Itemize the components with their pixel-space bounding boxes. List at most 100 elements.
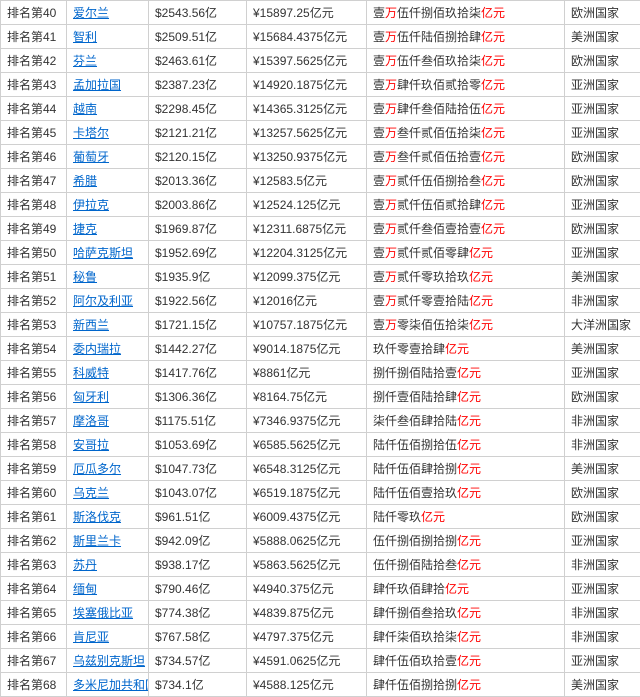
region-cell: 欧洲国家	[565, 385, 640, 409]
country-link[interactable]: 缅甸	[73, 582, 97, 596]
country-link[interactable]: 葡萄牙	[73, 150, 109, 164]
cny-cell: ¥10757.1875亿元	[247, 313, 367, 337]
country-link[interactable]: 越南	[73, 102, 97, 116]
country-link[interactable]: 肯尼亚	[73, 630, 109, 644]
country-cell: 斯里兰卡	[67, 529, 149, 553]
cny-cell: ¥14920.1875亿元	[247, 73, 367, 97]
country-link[interactable]: 哈萨克斯坦	[73, 246, 133, 260]
chinese-number-cell: 壹万零柒佰伍拾柒亿元	[367, 313, 565, 337]
region-cell: 欧洲国家	[565, 145, 640, 169]
country-cell: 摩洛哥	[67, 409, 149, 433]
cn-num-mid: 伍仟捌佰玖拾柒	[397, 6, 481, 20]
country-link[interactable]: 匈牙利	[73, 390, 109, 404]
country-cell: 苏丹	[67, 553, 149, 577]
cn-num-yi: 亿元	[481, 174, 505, 188]
rank-cell: 排名第58	[1, 433, 67, 457]
country-link[interactable]: 智利	[73, 30, 97, 44]
table-row: 排名第59厄瓜多尔$1047.73亿¥6548.3125亿元陆仟伍佰肆拾捌亿元美…	[1, 457, 640, 481]
region-cell: 亚洲国家	[565, 649, 640, 673]
usd-cell: $1306.36亿	[149, 385, 247, 409]
cn-num-mid: 玖仟零壹拾肆	[373, 342, 445, 356]
cn-num-mid: 贰仟贰佰零肆	[397, 246, 469, 260]
country-link[interactable]: 芬兰	[73, 54, 97, 68]
country-link[interactable]: 安哥拉	[73, 438, 109, 452]
table-row: 排名第44越南$2298.45亿¥14365.3125亿元壹万肆仟叁佰陆拾伍亿元…	[1, 97, 640, 121]
rank-cell: 排名第41	[1, 25, 67, 49]
cn-num-mid: 肆仟叁佰陆拾伍	[397, 102, 481, 116]
country-link[interactable]: 多米尼加共和国	[73, 678, 149, 692]
cn-num-yi: 亿元	[457, 558, 481, 572]
cny-cell: ¥4839.875亿元	[247, 601, 367, 625]
usd-cell: $2463.61亿	[149, 49, 247, 73]
region-cell: 亚洲国家	[565, 121, 640, 145]
cn-num-yi: 亿元	[481, 54, 505, 68]
country-link[interactable]: 乌克兰	[73, 486, 109, 500]
region-cell: 亚洲国家	[565, 241, 640, 265]
rank-cell: 排名第64	[1, 577, 67, 601]
country-link[interactable]: 孟加拉国	[73, 78, 121, 92]
region-cell: 亚洲国家	[565, 193, 640, 217]
table-row: 排名第47希腊$2013.36亿¥12583.5亿元壹万贰仟伍佰捌拾叁亿元欧洲国…	[1, 169, 640, 193]
rank-cell: 排名第53	[1, 313, 67, 337]
rank-cell: 排名第50	[1, 241, 67, 265]
country-link[interactable]: 爱尔兰	[73, 6, 109, 20]
cn-num-wan: 万	[385, 54, 397, 68]
country-link[interactable]: 斯洛伐克	[73, 510, 121, 524]
country-link[interactable]: 新西兰	[73, 318, 109, 332]
cny-cell: ¥5863.5625亿元	[247, 553, 367, 577]
table-row: 排名第42芬兰$2463.61亿¥15397.5625亿元壹万伍仟叁佰玖拾柒亿元…	[1, 49, 640, 73]
rank-cell: 排名第56	[1, 385, 67, 409]
usd-cell: $734.1亿	[149, 673, 247, 697]
country-link[interactable]: 卡塔尔	[73, 126, 109, 140]
cn-num-prefix: 壹	[373, 78, 385, 92]
country-cell: 安哥拉	[67, 433, 149, 457]
cn-num-prefix: 壹	[373, 198, 385, 212]
country-link[interactable]: 捷克	[73, 222, 97, 236]
cn-num-mid: 肆仟伍佰玖拾壹	[373, 654, 457, 668]
table-row: 排名第63苏丹$938.17亿¥5863.5625亿元伍仟捌佰陆拾叁亿元非洲国家	[1, 553, 640, 577]
country-link[interactable]: 斯里兰卡	[73, 534, 121, 548]
chinese-number-cell: 壹万贰仟零壹拾陆亿元	[367, 289, 565, 313]
chinese-number-cell: 壹万伍仟叁佰玖拾柒亿元	[367, 49, 565, 73]
chinese-number-cell: 壹万贰仟伍佰捌拾叁亿元	[367, 169, 565, 193]
cn-num-prefix: 壹	[373, 102, 385, 116]
table-row: 排名第67乌兹别克斯坦$734.57亿¥4591.0625亿元肆仟伍佰玖拾壹亿元…	[1, 649, 640, 673]
table-row: 排名第41智利$2509.51亿¥15684.4375亿元壹万伍仟陆佰捌拾肆亿元…	[1, 25, 640, 49]
table-row: 排名第51秘鲁$1935.9亿¥12099.375亿元壹万贰仟零玖拾玖亿元美洲国…	[1, 265, 640, 289]
country-cell: 埃塞俄比亚	[67, 601, 149, 625]
country-link[interactable]: 委内瑞拉	[73, 342, 121, 356]
cny-cell: ¥12099.375亿元	[247, 265, 367, 289]
country-link[interactable]: 伊拉克	[73, 198, 109, 212]
cny-cell: ¥4797.375亿元	[247, 625, 367, 649]
country-link[interactable]: 摩洛哥	[73, 414, 109, 428]
country-link[interactable]: 科威特	[73, 366, 109, 380]
cn-num-wan: 万	[385, 270, 397, 284]
country-cell: 越南	[67, 97, 149, 121]
country-link[interactable]: 厄瓜多尔	[73, 462, 121, 476]
cn-num-mid: 肆仟捌佰叁拾玖	[373, 606, 457, 620]
cn-num-yi: 亿元	[469, 246, 493, 260]
country-link[interactable]: 秘鲁	[73, 270, 97, 284]
cn-num-mid: 伍仟叁佰玖拾柒	[397, 54, 481, 68]
usd-cell: $734.57亿	[149, 649, 247, 673]
usd-cell: $1043.07亿	[149, 481, 247, 505]
cny-cell: ¥12204.3125亿元	[247, 241, 367, 265]
cny-cell: ¥13250.9375亿元	[247, 145, 367, 169]
chinese-number-cell: 陆仟伍佰壹拾玖亿元	[367, 481, 565, 505]
region-cell: 亚洲国家	[565, 577, 640, 601]
cn-num-mid: 肆仟柒佰玖拾柒	[373, 630, 457, 644]
cn-num-yi: 亿元	[481, 6, 505, 20]
table-row: 排名第64缅甸$790.46亿¥4940.375亿元肆仟玖佰肆拾亿元亚洲国家	[1, 577, 640, 601]
country-cell: 哈萨克斯坦	[67, 241, 149, 265]
rank-cell: 排名第49	[1, 217, 67, 241]
chinese-number-cell: 陆仟伍佰肆拾捌亿元	[367, 457, 565, 481]
country-link[interactable]: 阿尔及利亚	[73, 294, 133, 308]
country-link[interactable]: 埃塞俄比亚	[73, 606, 133, 620]
country-link[interactable]: 乌兹别克斯坦	[73, 654, 145, 668]
country-link[interactable]: 苏丹	[73, 558, 97, 572]
chinese-number-cell: 捌仟壹佰陆拾肆亿元	[367, 385, 565, 409]
country-link[interactable]: 希腊	[73, 174, 97, 188]
region-cell: 欧洲国家	[565, 49, 640, 73]
cn-num-mid: 肆仟玖佰贰拾零	[397, 78, 481, 92]
chinese-number-cell: 壹万叁仟贰佰伍拾柒亿元	[367, 121, 565, 145]
